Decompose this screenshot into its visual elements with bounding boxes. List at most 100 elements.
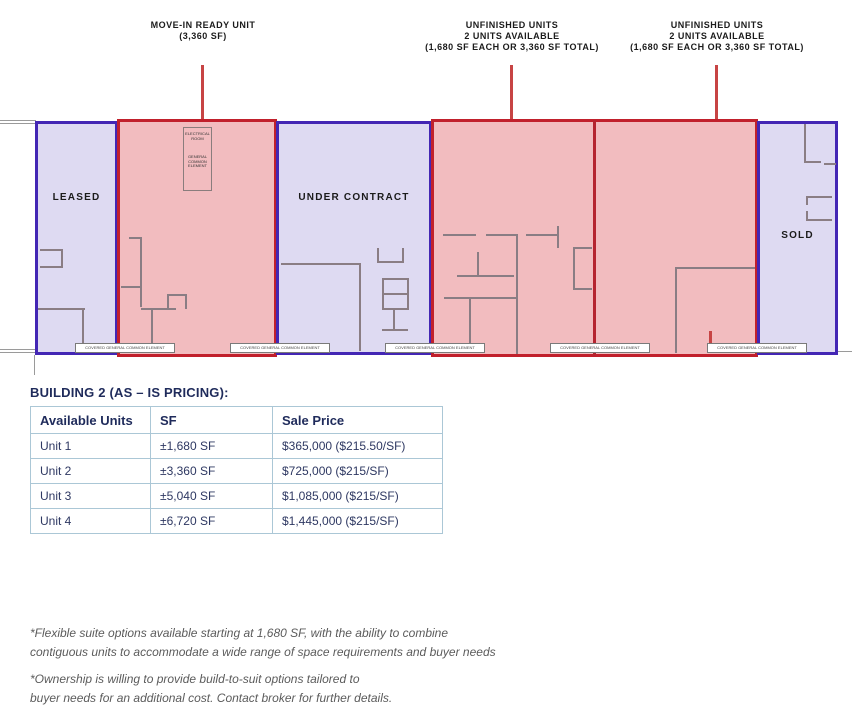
electrical-room-label: ELECTRICAL ROOM — [185, 131, 210, 141]
interior-wall — [61, 249, 63, 267]
annotation-line: (1,680 SF EACH OR 3,360 SF TOTAL) — [630, 42, 804, 52]
interior-wall — [40, 249, 63, 251]
dimension-line — [34, 355, 35, 375]
table-row: Unit 3 ±5,040 SF $1,085,000 ($215/SF) — [30, 483, 443, 509]
covered-common-element-label: COVERED GENERAL COMMON ELEMENT — [707, 343, 807, 353]
annotation-line: (1,680 SF EACH OR 3,360 SF TOTAL) — [425, 42, 599, 52]
interior-wall — [38, 308, 85, 310]
interior-wall — [382, 278, 384, 310]
annotation-line: 2 UNITS AVAILABLE — [464, 31, 560, 41]
dimension-line — [0, 120, 36, 121]
section-under-contract — [276, 121, 432, 355]
interior-wall — [806, 211, 808, 220]
dimension-line — [0, 123, 36, 124]
interior-wall — [382, 308, 409, 310]
unit-divider-wall — [593, 120, 596, 356]
interior-wall — [382, 329, 408, 331]
interior-wall — [804, 124, 806, 162]
leader-line-unfinished-2 — [715, 65, 718, 120]
interior-wall — [573, 288, 592, 290]
interior-wall — [393, 310, 395, 330]
annotation-unfinished-2: UNFINISHED UNITS 2 UNITS AVAILABLE (1,68… — [618, 20, 816, 53]
interior-wall — [804, 161, 821, 163]
interior-wall — [573, 247, 592, 249]
leader-line-move-in-ready — [201, 65, 204, 121]
section-move-in-ready-unit — [117, 119, 277, 357]
footnote-line: contiguous units to accommodate a wide r… — [30, 645, 496, 659]
interior-wall — [167, 294, 169, 309]
cell-unit: Unit 3 — [30, 483, 151, 509]
footnote-flexible-suites: *Flexible suite options available starti… — [30, 624, 496, 662]
interior-wall — [82, 309, 84, 349]
covered-common-element-label: COVERED GENERAL COMMON ELEMENT — [550, 343, 650, 353]
red-tick-mark — [709, 331, 712, 346]
dimension-line — [0, 352, 36, 353]
interior-wall — [382, 278, 409, 280]
footnote-line: buyer needs for an additional cost. Cont… — [30, 691, 393, 705]
interior-wall — [486, 234, 516, 236]
general-common-element-label: GENERAL COMMON ELEMENT — [187, 154, 208, 168]
interior-wall — [151, 310, 153, 350]
annotation-line: 2 UNITS AVAILABLE — [669, 31, 765, 41]
annotation-unfinished-1: UNFINISHED UNITS 2 UNITS AVAILABLE (1,68… — [413, 20, 611, 53]
cell-sf: ±1,680 SF — [150, 433, 273, 459]
section-leased — [35, 121, 118, 355]
electrical-room: ELECTRICAL ROOM GENERAL COMMON ELEMENT — [183, 127, 212, 191]
cell-unit: Unit 4 — [30, 508, 151, 534]
interior-wall — [676, 267, 755, 269]
pricing-title: BUILDING 2 (AS – IS PRICING): — [30, 385, 229, 400]
label-sold: SOLD — [781, 230, 814, 241]
interior-wall — [444, 297, 517, 299]
section-sold — [757, 121, 838, 355]
interior-wall — [516, 234, 518, 299]
interior-wall — [557, 226, 559, 248]
interior-wall — [141, 308, 176, 310]
interior-wall — [675, 267, 677, 353]
annotation-line: MOVE-IN READY UNIT — [150, 20, 256, 30]
interior-wall — [573, 247, 575, 290]
annotation-line: (3,360 SF) — [179, 31, 227, 41]
footnote-build-to-suit: *Ownership is willing to provide build-t… — [30, 670, 392, 708]
interior-wall — [407, 278, 409, 310]
column-header-sale-price: Sale Price — [272, 406, 443, 434]
interior-wall — [377, 261, 404, 263]
covered-common-element-label: COVERED GENERAL COMMON ELEMENT — [230, 343, 330, 353]
covered-common-element-label: COVERED GENERAL COMMON ELEMENT — [75, 343, 175, 353]
interior-wall — [469, 298, 471, 345]
interior-wall — [402, 248, 404, 262]
table-row: Unit 4 ±6,720 SF $1,445,000 ($215/SF) — [30, 508, 443, 534]
cell-sf: ±3,360 SF — [150, 458, 273, 484]
interior-wall — [377, 248, 379, 262]
interior-wall — [185, 294, 187, 309]
interior-wall — [824, 163, 836, 165]
cell-price: $365,000 ($215.50/SF) — [272, 433, 443, 459]
annotation-line: UNFINISHED UNITS — [465, 20, 559, 30]
table-header-row: Available Units SF Sale Price — [30, 406, 443, 434]
interior-wall — [167, 294, 187, 296]
cell-price: $725,000 ($215/SF) — [272, 458, 443, 484]
cell-price: $1,445,000 ($215/SF) — [272, 508, 443, 534]
interior-wall — [40, 266, 63, 268]
cell-unit: Unit 1 — [30, 433, 151, 459]
table-row: Unit 2 ±3,360 SF $725,000 ($215/SF) — [30, 458, 443, 484]
annotation-line: UNFINISHED UNITS — [670, 20, 764, 30]
cell-sf: ±6,720 SF — [150, 508, 273, 534]
cell-unit: Unit 2 — [30, 458, 151, 484]
interior-wall — [477, 252, 479, 276]
label-leased: LEASED — [52, 192, 101, 203]
interior-wall — [806, 219, 832, 221]
table-row: Unit 1 ±1,680 SF $365,000 ($215.50/SF) — [30, 433, 443, 459]
pricing-table: Available Units SF Sale Price Unit 1 ±1,… — [30, 406, 443, 534]
interior-wall — [516, 298, 518, 354]
dimension-line — [0, 349, 36, 350]
cell-sf: ±5,040 SF — [150, 483, 273, 509]
footnote-line: *Flexible suite options available starti… — [30, 626, 449, 640]
column-header-available-units: Available Units — [30, 406, 151, 434]
interior-wall — [140, 237, 142, 307]
annotation-move-in-ready: MOVE-IN READY UNIT (3,360 SF) — [118, 20, 288, 42]
interior-wall — [359, 263, 361, 351]
interior-wall — [806, 196, 832, 198]
label-under-contract: UNDER CONTRACT — [298, 192, 410, 203]
interior-wall — [526, 234, 558, 236]
